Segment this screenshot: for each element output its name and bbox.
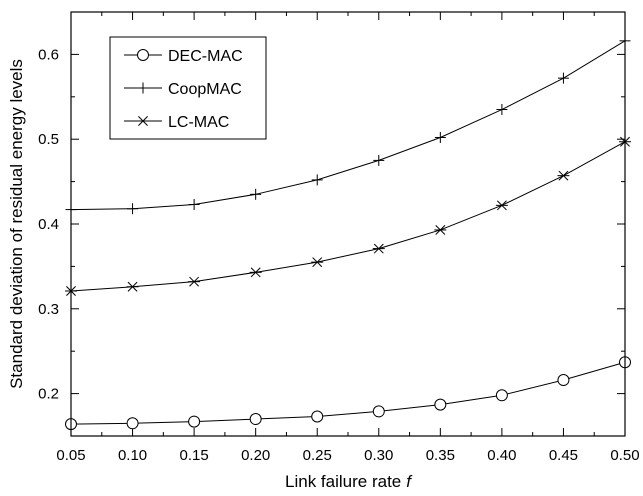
- asterisk-marker-d2: [312, 257, 323, 268]
- y-tick-label: 0.3: [38, 301, 59, 318]
- y-axis-label: Standard deviation of residual energy le…: [7, 59, 26, 389]
- x-tick-label: 0.45: [549, 447, 578, 464]
- asterisk-marker-d2: [558, 170, 569, 181]
- asterisk-marker-d2: [127, 281, 138, 292]
- asterisk-marker: [372, 243, 385, 254]
- x-axis-label-text: Link failure rate: [285, 472, 401, 491]
- series-line-dec-mac: [70, 361, 626, 425]
- plus-marker: [496, 104, 508, 116]
- asterisk-marker-d2: [189, 276, 200, 287]
- legend-item-dec-mac: DEC-MAC: [124, 48, 243, 65]
- plus-marker: [250, 188, 262, 200]
- x-tick-label: 0.20: [241, 447, 270, 464]
- plus-marker: [434, 132, 446, 144]
- plus-marker: [127, 203, 139, 215]
- x-tick-label: 0.25: [303, 447, 332, 464]
- asterisk-marker: [249, 267, 262, 278]
- series-layer: [65, 35, 631, 431]
- legend-item-lc-mac: LC-MAC: [124, 114, 229, 131]
- circle-marker: [137, 49, 149, 61]
- plus-marker: [137, 82, 149, 94]
- x-tick-label: 0.05: [56, 447, 85, 464]
- series-line-lc-mac: [70, 141, 626, 292]
- asterisk-marker: [495, 200, 508, 211]
- plot-frame: [70, 11, 626, 437]
- y-tick-label: 0.4: [38, 216, 59, 233]
- plus-marker: [557, 72, 569, 84]
- legend-label-lc-mac: LC-MAC: [168, 114, 229, 131]
- x-tick-label: 0.50: [610, 447, 639, 464]
- plus-marker: [311, 174, 323, 186]
- x-tick-label: 0.35: [426, 447, 455, 464]
- asterisk-marker-d2: [496, 200, 507, 211]
- circle-marker: [372, 405, 385, 418]
- series-line-coopmac: [70, 40, 626, 211]
- asterisk-marker: [126, 281, 139, 292]
- asterisk-marker: [188, 276, 201, 287]
- circle-marker: [188, 415, 201, 428]
- series-dec-mac: [65, 356, 631, 431]
- x-tick-label: 0.15: [180, 447, 209, 464]
- plus-marker: [373, 154, 385, 166]
- legend-label-coopmac: CoopMAC: [168, 81, 242, 98]
- y-tick-label: 0.5: [38, 131, 59, 148]
- y-tick-labels: 0.2 0.3 0.4 0.5 0.6: [38, 46, 59, 402]
- circle-marker: [249, 413, 262, 426]
- asterisk-marker-d2: [435, 224, 446, 235]
- circle-marker: [126, 417, 139, 430]
- x-tick-label: 0.30: [364, 447, 393, 464]
- legend: DEC-MAC CoopMAC LC-MAC: [109, 36, 267, 140]
- series-lc-mac: [65, 136, 631, 296]
- asterisk-marker: [434, 224, 447, 235]
- legend-label-dec-mac: DEC-MAC: [168, 48, 243, 65]
- circle-marker: [557, 374, 570, 387]
- legend-item-coopmac: CoopMAC: [124, 81, 242, 98]
- y-tick-label: 0.6: [38, 46, 59, 63]
- asterisk-marker: [557, 170, 570, 181]
- x-tick-label: 0.40: [487, 447, 516, 464]
- asterisk-marker-d2: [373, 243, 384, 254]
- plus-marker: [188, 198, 200, 210]
- x-axis-label-variable: f: [406, 472, 413, 491]
- x-tick-labels: 0.05 0.10 0.15 0.20 0.25 0.30 0.35 0.40 0.45 0.50: [56, 447, 639, 464]
- y-tick-label: 0.2: [38, 386, 59, 403]
- x-axis-label: Link failure rate f: [285, 472, 413, 491]
- asterisk-marker: [311, 257, 324, 268]
- circle-marker: [434, 398, 447, 411]
- x-tick-label: 0.10: [118, 447, 147, 464]
- asterisk-marker-d2: [250, 267, 261, 278]
- circle-marker: [311, 410, 324, 423]
- asterisk-marker-d2: [138, 116, 148, 126]
- series-coopmac: [65, 35, 631, 216]
- asterisk-marker: [137, 116, 149, 126]
- circle-marker: [495, 389, 508, 402]
